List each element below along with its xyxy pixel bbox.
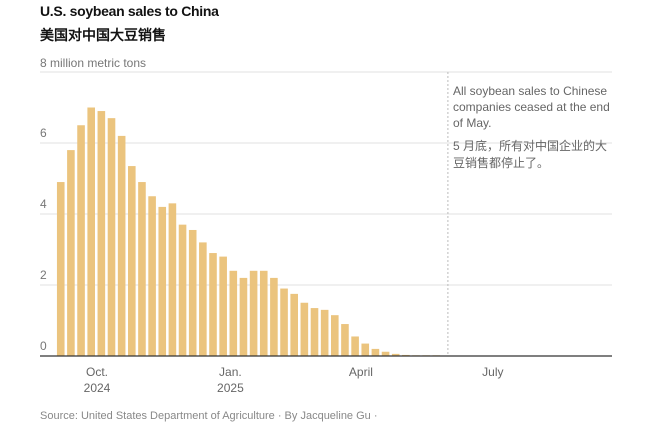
bar xyxy=(188,229,197,356)
source-footer: Source: United States Department of Agri… xyxy=(40,410,378,422)
bar xyxy=(87,107,95,356)
bar xyxy=(168,203,177,356)
bar xyxy=(371,348,380,356)
bar xyxy=(331,315,339,356)
bar xyxy=(97,111,106,356)
bar xyxy=(381,351,390,356)
bar xyxy=(300,302,309,356)
bar xyxy=(239,277,248,356)
x-tick-year: 2024 xyxy=(84,381,111,395)
x-tick-label: Oct. xyxy=(86,365,108,379)
chart-title: U.S. soybean sales to China xyxy=(40,3,219,19)
x-tick-year: 2025 xyxy=(217,381,244,395)
bar xyxy=(310,308,319,356)
bar xyxy=(209,253,217,356)
bar xyxy=(290,293,298,356)
bar xyxy=(67,150,75,356)
y-axis-top-label: 8 million metric tons xyxy=(40,56,147,70)
x-tick-label: July xyxy=(482,365,503,379)
bar xyxy=(128,166,136,356)
bar xyxy=(148,196,156,356)
y-tick-label: 6 xyxy=(40,126,47,140)
x-tick-label: April xyxy=(349,365,373,379)
bar xyxy=(351,336,359,356)
chart-subtitle: 美国对中国大豆销售 xyxy=(40,27,166,43)
bar xyxy=(56,182,65,356)
annotation-text-zh: 5 月底，所有对中国企业的大豆销售都停止了。 xyxy=(453,139,608,170)
bar xyxy=(259,270,268,356)
bar xyxy=(158,206,167,356)
y-tick-label: 0 xyxy=(40,339,47,353)
bar xyxy=(199,242,207,356)
y-tick-label: 2 xyxy=(40,268,47,282)
bar xyxy=(341,324,349,356)
bar xyxy=(361,343,370,356)
bar xyxy=(391,353,400,356)
bar xyxy=(280,288,288,356)
bar xyxy=(77,125,85,356)
bar xyxy=(249,270,258,356)
bar xyxy=(107,118,116,357)
y-tick-label: 4 xyxy=(40,197,47,211)
bar xyxy=(117,135,126,356)
annotation-text: All soybean sales to Chinese companies c… xyxy=(453,84,610,130)
bar xyxy=(229,270,238,356)
bar xyxy=(320,309,329,356)
bar xyxy=(270,277,278,356)
bar xyxy=(178,224,187,356)
x-tick-label: Jan. xyxy=(219,365,242,379)
bar xyxy=(219,256,227,356)
bar xyxy=(138,182,146,356)
